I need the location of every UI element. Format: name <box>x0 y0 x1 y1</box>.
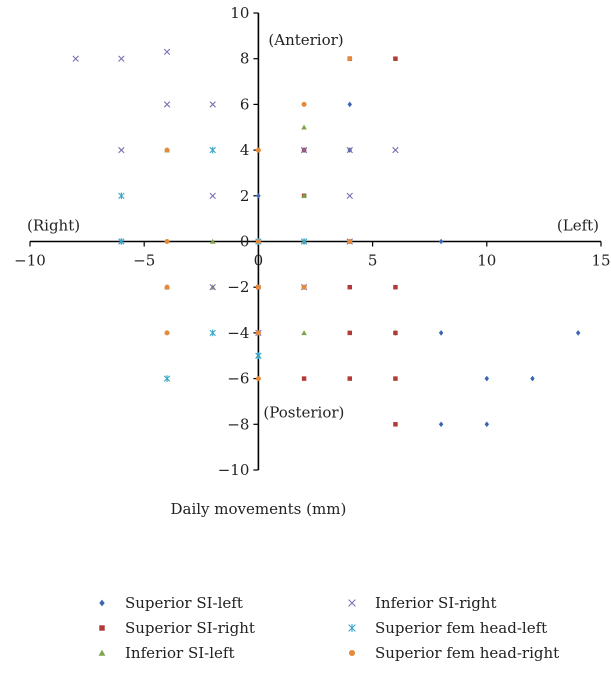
x-tick-label: 10 <box>477 252 496 270</box>
legend-label-superior-fem-head-right: Superior fem head-right <box>375 644 559 662</box>
superior-si-left-point <box>348 102 352 108</box>
superior-si-right-point <box>348 376 352 380</box>
y-tick-label: −4 <box>227 324 249 342</box>
legend: Superior SI-left Superior SI-right Inferio… <box>99 594 560 662</box>
superior-si-right-point <box>393 376 397 380</box>
superior-si-right-point <box>348 285 352 289</box>
superior-fem-head-left-point <box>256 352 262 359</box>
inferior-si-right-point <box>119 56 125 62</box>
superior-si-right-point <box>393 422 397 426</box>
legend-label-inferior-si-right: Inferior SI-right <box>375 594 496 612</box>
superior-si-right-point <box>348 331 352 335</box>
legend-label-superior-si-left: Superior SI-left <box>125 594 243 612</box>
superior-si-right-point <box>393 331 397 335</box>
superior-fem-head-right-point <box>347 239 352 244</box>
superior-fem-head-right-point <box>165 239 170 244</box>
superior-si-left-point <box>439 239 443 245</box>
posterior-label: (Posterior) <box>263 403 344 421</box>
inferior-si-right-point <box>210 193 216 199</box>
superior-fem-head-right-point <box>165 330 170 335</box>
superior-si-left-point <box>439 422 443 428</box>
y-tick-label: 6 <box>240 95 250 113</box>
legend-marker-superior-fem-head-right <box>349 650 355 656</box>
superior-fem-head-right-point <box>165 285 170 290</box>
anterior-label: (Anterior) <box>268 31 343 49</box>
inferior-si-right-point <box>393 147 399 153</box>
y-tick-label: 10 <box>230 4 249 22</box>
inferior-si-right-point <box>73 56 79 62</box>
axes <box>30 13 601 470</box>
y-tick-label: −2 <box>227 278 249 296</box>
superior-fem-head-left-point <box>164 375 170 382</box>
superior-si-left-point <box>530 376 534 382</box>
inferior-si-left-point <box>301 330 307 335</box>
origin-tick-label: 0 <box>254 252 264 270</box>
legend-marker-inferior-si-right <box>349 600 356 607</box>
superior-si-right-point <box>302 376 306 380</box>
legend-label-inferior-si-left: Inferior SI-left <box>125 644 234 662</box>
left-side-label: (Left) <box>557 217 599 235</box>
superior-si-left-point <box>485 422 489 428</box>
legend-label-superior-si-right: Superior SI-right <box>125 619 255 637</box>
inferior-si-right-point <box>210 102 216 108</box>
legend-label-superior-fem-head-left: Superior fem head-left <box>375 619 547 637</box>
superior-fem-head-right-point <box>256 285 261 290</box>
y-tick-label: 0 <box>240 233 250 251</box>
legend-marker-inferior-si-left <box>99 650 106 656</box>
inferior-si-right-point <box>164 49 170 55</box>
legend-marker-superior-si-right <box>99 625 104 630</box>
superior-fem-head-right-point <box>165 148 170 153</box>
x-tick-label: −5 <box>133 252 155 270</box>
inferior-si-left-point <box>301 124 307 129</box>
superior-si-left-point <box>439 330 443 336</box>
superior-fem-head-left-point <box>119 192 125 199</box>
y-tick-label: 2 <box>240 187 250 205</box>
superior-fem-head-left-point <box>210 330 216 337</box>
superior-fem-head-right-point <box>302 285 307 290</box>
superior-si-left-point <box>485 376 489 382</box>
superior-fem-head-left-point <box>210 147 216 154</box>
y-tick-label: −8 <box>227 415 249 433</box>
right-side-label: (Right) <box>27 217 80 235</box>
superior-si-right-point <box>393 56 397 60</box>
y-tick-label: 4 <box>240 141 250 159</box>
superior-fem-head-right-point <box>256 239 261 244</box>
y-tick-label: 8 <box>240 50 250 68</box>
y-tick-label: −6 <box>227 370 249 388</box>
superior-si-left-point <box>576 330 580 336</box>
x-tick-label: 5 <box>368 252 378 270</box>
y-tick-label: −10 <box>218 461 250 479</box>
superior-fem-head-right-point <box>256 376 261 381</box>
superior-fem-head-right-point <box>256 330 261 335</box>
x-axis-title: Daily movements (mm) <box>170 500 346 518</box>
superior-si-right-point <box>393 285 397 289</box>
superior-si-left-point <box>256 193 260 199</box>
legend-marker-superior-fem-head-left <box>349 624 356 632</box>
superior-fem-head-right-point <box>256 148 261 153</box>
inferior-si-right-point <box>347 193 353 199</box>
inferior-si-right-point <box>119 147 125 153</box>
x-tick-label: −10 <box>14 252 46 270</box>
superior-fem-head-right-point <box>302 102 307 107</box>
superior-fem-head-right-point <box>347 56 352 61</box>
data-points <box>73 49 581 427</box>
x-tick-label: 15 <box>591 252 610 270</box>
legend-marker-superior-si-left <box>99 600 104 607</box>
inferior-si-right-point <box>164 102 170 108</box>
